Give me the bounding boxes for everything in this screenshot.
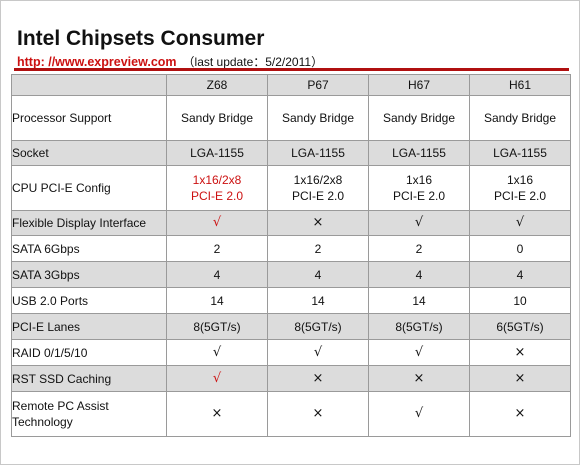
check-icon: √	[267, 339, 369, 366]
header-corner	[11, 74, 167, 96]
column-header: P67	[267, 74, 369, 96]
table-row: SATA 3Gbps 4 4 4 4	[11, 261, 571, 288]
title-underline	[14, 68, 569, 71]
cell-line: PCI-E 2.0	[291, 189, 345, 203]
page-title: Intel Chipsets Consumer	[17, 27, 265, 50]
check-icon: √	[166, 365, 268, 392]
table-cell: 10	[469, 287, 571, 314]
cross-icon: ×	[469, 365, 571, 392]
last-update: （last update：5/2/2011）	[182, 55, 324, 69]
table-cell: LGA-1155	[267, 140, 369, 166]
cross-icon: ×	[267, 210, 369, 236]
row-label: Remote PC Assist Technology	[11, 391, 167, 437]
check-icon: √	[368, 210, 470, 236]
table-cell: 4	[469, 261, 571, 288]
table-cell: 1x16 PCI-E 2.0	[368, 165, 470, 211]
check-icon: √	[368, 391, 470, 437]
check-icon: √	[469, 210, 571, 236]
table-cell: 14	[166, 287, 268, 314]
cell-line: 1x16/2x8	[192, 173, 242, 187]
table-row: SATA 6Gbps 2 2 2 0	[11, 235, 571, 262]
table-row: PCI-E Lanes 8(5GT/s) 8(5GT/s) 8(5GT/s) 6…	[11, 313, 571, 340]
table-row: USB 2.0 Ports 14 14 14 10	[11, 287, 571, 314]
cross-icon: ×	[368, 365, 470, 392]
row-label: PCI-E Lanes	[11, 313, 167, 340]
table-cell: 4	[166, 261, 268, 288]
row-label: CPU PCI-E Config	[11, 165, 167, 211]
row-label: USB 2.0 Ports	[11, 287, 167, 314]
cell-line: PCI-E 2.0	[190, 189, 244, 203]
source-link[interactable]: http: //www.expreview.com	[17, 55, 177, 69]
table-row: Processor Support Sandy Bridge Sandy Bri…	[11, 95, 571, 141]
cross-icon: ×	[267, 391, 369, 437]
table-cell: 4	[368, 261, 470, 288]
table-cell: 1x16/2x8 PCI-E 2.0	[166, 165, 268, 211]
cross-icon: ×	[469, 339, 571, 366]
column-header: Z68	[166, 74, 268, 96]
row-label: RST SSD Caching	[11, 365, 167, 392]
table-row: Socket LGA-1155 LGA-1155 LGA-1155 LGA-11…	[11, 140, 571, 166]
chipset-table: Z68 P67 H67 H61 Processor Support Sandy …	[11, 74, 571, 437]
table-row: Flexible Display Interface √ × √ √	[11, 210, 571, 236]
table-cell: LGA-1155	[166, 140, 268, 166]
cell-line: 1x16/2x8	[293, 173, 343, 187]
cross-icon: ×	[166, 391, 268, 437]
check-icon: √	[368, 339, 470, 366]
cross-icon: ×	[267, 365, 369, 392]
table-row: RAID 0/1/5/10 √ √ √ ×	[11, 339, 571, 366]
row-label: RAID 0/1/5/10	[11, 339, 167, 366]
table-cell: 2	[166, 235, 268, 262]
cell-line: 1x16	[506, 173, 534, 187]
table-cell: 8(5GT/s)	[166, 313, 268, 340]
table-cell: Sandy Bridge	[368, 95, 470, 141]
table-row: CPU PCI-E Config 1x16/2x8 PCI-E 2.0 1x16…	[11, 165, 571, 211]
row-label: SATA 3Gbps	[11, 261, 167, 288]
column-header: H61	[469, 74, 571, 96]
cell-line: PCI-E 2.0	[493, 189, 547, 203]
table-cell: Sandy Bridge	[166, 95, 268, 141]
cell-line: PCI-E 2.0	[392, 189, 446, 203]
table-cell: 4	[267, 261, 369, 288]
table-cell: 8(5GT/s)	[368, 313, 470, 340]
column-header: H67	[368, 74, 470, 96]
cross-icon: ×	[469, 391, 571, 437]
table-cell: 6(5GT/s)	[469, 313, 571, 340]
table-cell: LGA-1155	[368, 140, 470, 166]
table-cell: 8(5GT/s)	[267, 313, 369, 340]
check-icon: √	[166, 210, 268, 236]
source-line: http: //www.expreview.com （last update：5/…	[17, 53, 323, 70]
table-row: Remote PC Assist Technology × × √ ×	[11, 391, 571, 437]
header-row: Z68 P67 H67 H61	[11, 74, 571, 96]
table-cell: LGA-1155	[469, 140, 571, 166]
row-label: Processor Support	[11, 95, 167, 141]
cell-line: 1x16	[405, 173, 433, 187]
row-label: Flexible Display Interface	[11, 210, 167, 236]
table-cell: 14	[368, 287, 470, 314]
table-row: RST SSD Caching √ × × ×	[11, 365, 571, 392]
table-cell: 0	[469, 235, 571, 262]
row-label: Socket	[11, 140, 167, 166]
table-cell: 2	[368, 235, 470, 262]
table-cell: 2	[267, 235, 369, 262]
table-cell: 14	[267, 287, 369, 314]
row-label: SATA 6Gbps	[11, 235, 167, 262]
check-icon: √	[166, 339, 268, 366]
table-cell: 1x16/2x8 PCI-E 2.0	[267, 165, 369, 211]
table-cell: 1x16 PCI-E 2.0	[469, 165, 571, 211]
table-cell: Sandy Bridge	[469, 95, 571, 141]
table-cell: Sandy Bridge	[267, 95, 369, 141]
